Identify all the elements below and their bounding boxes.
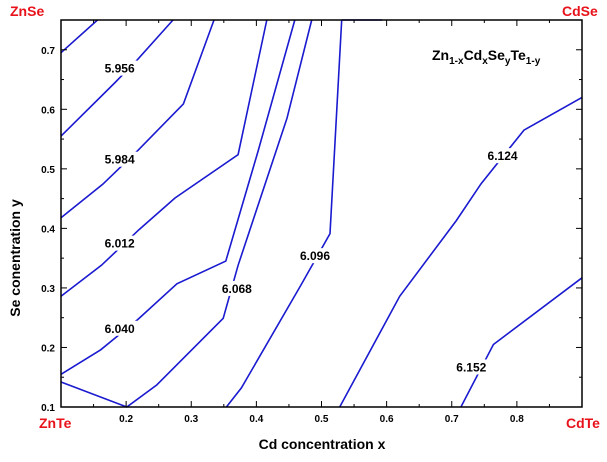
corner-label-znse: ZnSe [10, 3, 44, 19]
contour-label-bg [101, 60, 138, 76]
y-axis-label: Se conentration y [7, 199, 23, 317]
y-tick-label: 0.5 [41, 165, 55, 176]
x-tick-label: 0.4 [249, 414, 263, 425]
x-tick-label: 0.3 [184, 414, 198, 425]
contour-line [60, 19, 215, 219]
contour-labels: 5.956 5.984 6.012 6.040 6.068 6.096 6.124 6.152 [101, 60, 521, 375]
formula-element: Zn [432, 47, 449, 63]
contour-label-bg [101, 235, 138, 251]
contour-label-bg [484, 148, 521, 164]
y-tick-label: 0.3 [41, 284, 55, 295]
corner-label-cdse: CdSe [562, 3, 598, 19]
contour-label: 6.152 [456, 360, 486, 374]
x-tick-label: 0.6 [380, 414, 394, 425]
contour-label-bg [101, 320, 138, 336]
contour-line [460, 277, 583, 408]
contour-label-bg [101, 151, 138, 167]
y-tick-label: 0.1 [41, 403, 55, 414]
y-tick-label: 0.7 [41, 46, 55, 57]
contour-line [225, 19, 343, 408]
contour-line [60, 19, 313, 408]
contour-line [60, 19, 268, 297]
x-axis-label: Cd concentration x [259, 436, 386, 452]
y-tick-label: 0.4 [41, 224, 55, 235]
contour-label: 6.096 [300, 249, 330, 263]
corner-label-znte: ZnTe [39, 415, 72, 431]
plot-frame [60, 19, 583, 408]
y-tick-label: 0.6 [41, 105, 55, 116]
x-tick-label: 0.5 [315, 414, 329, 425]
contour-label: 6.012 [105, 237, 135, 251]
alloy-formula: Zn1-xCdxSeyTe1-y [432, 47, 541, 67]
x-tick-label: 0.7 [445, 414, 459, 425]
x-tick-label: 0.8 [510, 414, 524, 425]
contour-label: 5.956 [105, 62, 135, 76]
contour-line [60, 19, 99, 54]
formula-subscript: 1-y [526, 56, 541, 67]
contour-label-bg [296, 248, 333, 264]
formula-subscript: x [482, 56, 488, 67]
contour-label: 5.984 [105, 153, 135, 167]
formula-element: Te [510, 47, 526, 63]
formula-subscript: y [505, 56, 511, 67]
formula-subscript: 1-x [449, 56, 464, 67]
contour-label: 6.068 [222, 282, 252, 296]
contour-line [60, 19, 296, 375]
axes: 0.2 0.3 0.4 0.5 0.6 0.7 0.8 0.1 0.2 0.3 0.4 0.5 0.6 0… [41, 19, 583, 425]
contour-lines [60, 19, 583, 408]
contour-label: 6.124 [488, 149, 518, 163]
y-tick-label: 0.2 [41, 343, 55, 354]
contour-label-bg [218, 280, 255, 296]
corner-label-cdte: CdTe [566, 415, 600, 431]
x-tick-label: 0.2 [119, 414, 133, 425]
formula-element: Se [488, 47, 505, 63]
contour-line [338, 96, 583, 408]
formula-element: Cd [464, 47, 483, 63]
contour-label-bg [453, 359, 490, 375]
contour-label: 6.040 [105, 322, 135, 336]
